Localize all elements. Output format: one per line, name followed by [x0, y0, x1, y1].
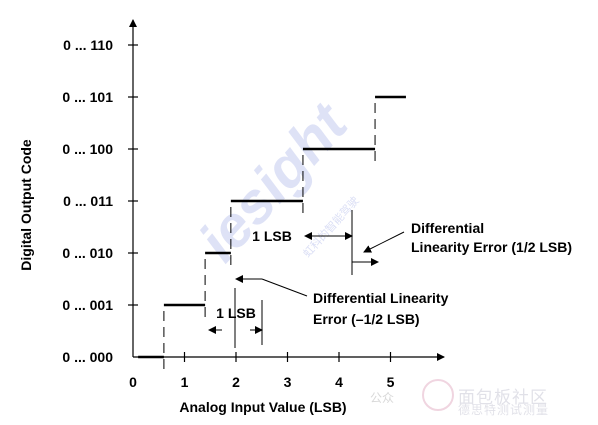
- brand-logo-icon: [422, 379, 454, 411]
- x-tick-label: 1: [181, 374, 189, 390]
- y-axis-title: Digital Output Code: [18, 139, 34, 271]
- lsb-label-lower: 1 LSB: [216, 305, 256, 321]
- dnl-neg-leader: [261, 278, 308, 297]
- dnl-neg-label-line1: Differential Linearity: [313, 290, 449, 306]
- step-series: [138, 95, 406, 359]
- y-tick-label: 0 ... 010: [62, 245, 113, 261]
- lsb-label-upper: 1 LSB: [252, 228, 292, 244]
- y-tick-label: 0 ... 100: [62, 141, 113, 157]
- y-tick-label: 0 ... 101: [62, 89, 113, 105]
- y-tick-label: 0 ... 000: [62, 349, 113, 365]
- x-tick-label: 5: [387, 374, 395, 390]
- watermark-brand-subtext: 德思特测试测量: [458, 403, 550, 417]
- dnl-pos-leader: [363, 231, 405, 253]
- iesight-watermark: iesight: [186, 89, 361, 273]
- x-axis-title: Analog Input Value (LSB): [179, 399, 346, 415]
- dnl-neg-label-line2: Error (–1/2 LSB): [313, 311, 420, 327]
- x-tick-label: 2: [232, 374, 240, 390]
- x-tick-label: 0: [129, 374, 137, 390]
- step-risers: [163, 97, 376, 369]
- y-tick-label: 0 ... 011: [63, 193, 113, 209]
- watermark-logo-text: iesight: [186, 89, 361, 273]
- watermark-account-prefix: 公众: [370, 391, 395, 405]
- x-tick-label: 3: [284, 374, 292, 390]
- watermark-brand-text: 面包板社区: [458, 388, 548, 408]
- y-axis-ticks: 0 ... 000 0 ... 001 0 ... 010 0 ... 011 0 ..…: [62, 37, 138, 365]
- x-axis-ticks: 0 1 2 3 4 5: [129, 352, 395, 390]
- brand-watermark: 公众 面包板社区 德思特测试测量: [370, 375, 590, 417]
- y-tick-label: 0 ... 001: [62, 297, 113, 313]
- dnl-pos-label-line2: Linearity Error (1/2 LSB): [411, 239, 572, 255]
- x-tick-label: 4: [335, 374, 343, 390]
- y-tick-label: 0 ... 110: [63, 37, 113, 53]
- dnl-pos-label-line1: Differential: [411, 220, 484, 236]
